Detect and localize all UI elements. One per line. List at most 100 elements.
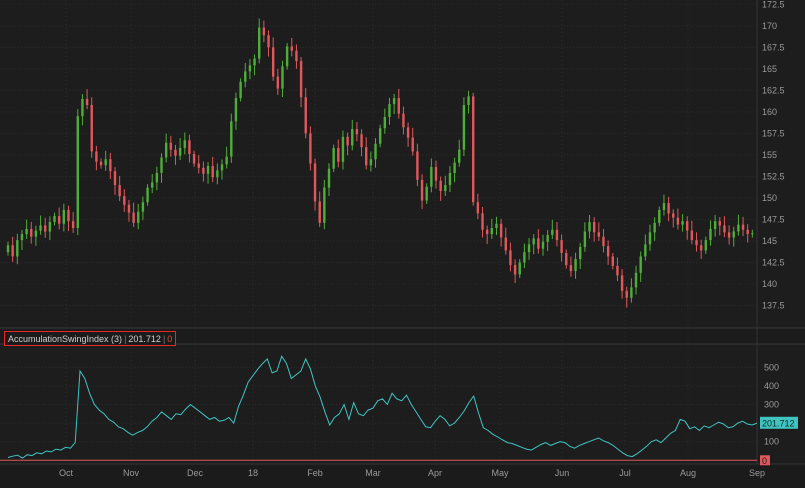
candle-body bbox=[574, 259, 577, 272]
price-tick-label: 147.5 bbox=[762, 214, 785, 224]
price-tick-label: 152.5 bbox=[762, 171, 785, 181]
candle-body bbox=[62, 209, 66, 224]
candle-body bbox=[490, 228, 494, 235]
candle-body bbox=[602, 236, 605, 247]
candle-body bbox=[751, 233, 754, 235]
candle-body bbox=[467, 96, 470, 105]
candle-body bbox=[239, 81, 242, 99]
candle-body bbox=[258, 27, 261, 59]
candle-body bbox=[169, 142, 173, 150]
candle-body bbox=[332, 148, 335, 169]
price-tick-label: 142.5 bbox=[762, 257, 785, 267]
candle-body bbox=[495, 223, 498, 229]
candle-body bbox=[71, 221, 75, 229]
candle-body bbox=[137, 211, 140, 223]
candle-body bbox=[537, 238, 540, 249]
candle-body bbox=[81, 98, 84, 117]
candle-body bbox=[318, 201, 321, 223]
candle-body bbox=[476, 202, 480, 214]
candle-body bbox=[653, 222, 656, 233]
price-tick-label: 162.5 bbox=[762, 85, 785, 95]
price-tick-label: 170 bbox=[762, 21, 777, 31]
candle-body bbox=[639, 256, 642, 273]
candle-body bbox=[39, 225, 42, 231]
candle-body bbox=[420, 179, 424, 201]
price-panel-background bbox=[0, 0, 805, 328]
candle-body bbox=[504, 237, 507, 251]
candle-body bbox=[555, 229, 559, 241]
time-axis-label: Apr bbox=[428, 468, 442, 478]
candle-body bbox=[262, 27, 266, 36]
candle-body bbox=[397, 98, 400, 114]
candle-body bbox=[113, 171, 117, 186]
candle-body bbox=[718, 221, 721, 226]
study-name: AccumulationSwingIndex (3) bbox=[8, 333, 123, 344]
candle-body bbox=[192, 154, 196, 164]
candle-body bbox=[741, 224, 745, 230]
candle-body bbox=[597, 232, 601, 237]
candle-body bbox=[53, 215, 56, 223]
candle-body bbox=[667, 203, 670, 214]
study-tick-label: 500 bbox=[764, 362, 779, 372]
time-axis-label: Mar bbox=[365, 468, 381, 478]
candle-body bbox=[444, 185, 447, 192]
candle-body bbox=[658, 209, 661, 223]
candle-body bbox=[402, 113, 405, 128]
candle-body bbox=[462, 104, 466, 150]
candle-body bbox=[290, 46, 293, 51]
candle-body bbox=[727, 232, 731, 238]
candle-body bbox=[309, 133, 312, 164]
candle-body bbox=[30, 228, 33, 237]
candle-body bbox=[611, 256, 614, 266]
candle-body bbox=[206, 166, 210, 174]
study-label[interactable]: AccumulationSwingIndex (3) | 201.712 | 0 bbox=[4, 331, 177, 346]
candle-body bbox=[355, 129, 359, 135]
candle-body bbox=[616, 265, 619, 276]
candle-body bbox=[713, 221, 717, 229]
candle-body bbox=[416, 151, 419, 180]
time-axis-label: Oct bbox=[59, 468, 74, 478]
candle-body bbox=[546, 234, 549, 242]
candle-body bbox=[299, 61, 303, 98]
time-axis-label: Feb bbox=[307, 468, 323, 478]
candle-body bbox=[109, 159, 112, 172]
candle-body bbox=[425, 186, 428, 201]
candle-body bbox=[360, 134, 363, 148]
candle-body bbox=[541, 241, 545, 249]
candle-body bbox=[174, 149, 177, 156]
candle-body bbox=[662, 203, 666, 210]
candle-body bbox=[327, 168, 331, 188]
candle-body bbox=[592, 222, 596, 233]
study-value: 201.712 bbox=[128, 333, 161, 344]
candle-body bbox=[220, 164, 224, 171]
time-axis-label: Jul bbox=[619, 468, 631, 478]
current-value-bubble bbox=[760, 416, 798, 429]
candle-body bbox=[709, 228, 712, 241]
candle-body bbox=[123, 196, 126, 205]
candle-body bbox=[337, 148, 340, 162]
candle-body bbox=[234, 98, 238, 122]
candle-body bbox=[630, 287, 633, 298]
candle-body bbox=[560, 240, 563, 253]
study-tick-label: 300 bbox=[764, 400, 779, 410]
candle-body bbox=[57, 215, 61, 224]
study-separator: | bbox=[124, 333, 127, 344]
candle-body bbox=[132, 212, 135, 223]
time-axis-label: Jun bbox=[555, 468, 570, 478]
candle-body bbox=[606, 246, 610, 257]
candle-body bbox=[211, 166, 214, 178]
candle-body bbox=[146, 187, 149, 203]
price-tick-label: 157.5 bbox=[762, 128, 785, 138]
candle-body bbox=[76, 116, 79, 229]
candle-body bbox=[383, 117, 387, 129]
candle-body bbox=[248, 65, 252, 72]
candle-body bbox=[25, 228, 28, 235]
candle-body bbox=[295, 50, 298, 62]
price-tick-label: 140 bbox=[762, 279, 777, 289]
candle-body bbox=[202, 167, 205, 174]
candle-body bbox=[67, 209, 70, 222]
candle-body bbox=[141, 202, 145, 212]
candle-body bbox=[378, 128, 382, 144]
